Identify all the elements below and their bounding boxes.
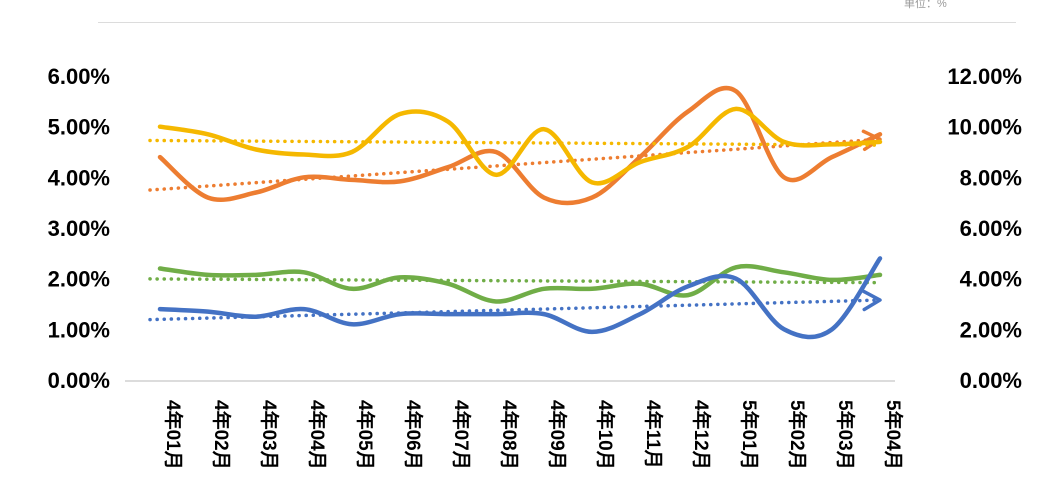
right-y-tick: 4.00% — [960, 267, 1022, 292]
left-y-tick: 5.00% — [48, 115, 110, 140]
x-tick-label: 4年04月 — [306, 400, 329, 470]
trend-arrow — [861, 129, 882, 152]
series-line — [157, 263, 883, 304]
right-y-axis: 0.00% 2.00% 4.00% 6.00% 8.00% 10.00% 12.00% — [947, 64, 1022, 393]
x-tick-label: 4年05月 — [354, 400, 377, 470]
trendline — [148, 137, 882, 192]
x-tick-label: 4年11月 — [642, 400, 665, 469]
right-y-tick: 2.00% — [960, 317, 1022, 342]
x-tick-label: 4年02月 — [210, 400, 233, 470]
x-tick-label: 4年07月 — [450, 400, 473, 470]
x-tick-label: 4年01月 — [162, 400, 185, 470]
right-y-tick: 6.00% — [960, 216, 1022, 241]
trendline — [148, 277, 882, 285]
x-tick-label: 5年03月 — [834, 400, 857, 470]
x-tick-label: 4年06月 — [402, 400, 425, 470]
x-tick-label: 5年04月 — [882, 400, 905, 470]
x-axis: 4年01月 4年02月 4年03月 4年04月 4年05月 4年06月 4年07月 4年08月… — [162, 400, 905, 470]
series-line — [157, 106, 883, 186]
left-y-tick: 6.00% — [48, 64, 110, 89]
top-divider — [98, 22, 1016, 23]
trend-arrow — [862, 289, 882, 312]
x-tick-label: 5年02月 — [786, 400, 809, 470]
left-y-tick: 0.00% — [48, 368, 110, 393]
right-y-tick: 8.00% — [960, 165, 1022, 190]
series-line — [157, 256, 883, 340]
x-tick-label: 4年09月 — [546, 400, 569, 470]
series-layer — [148, 85, 883, 340]
x-tick-label: 4年10月 — [594, 400, 617, 470]
x-tick-label: 4年03月 — [258, 400, 281, 470]
x-tick-label: 4年12月 — [690, 400, 713, 470]
left-y-tick: 4.00% — [48, 165, 110, 190]
x-tick-label: 4年08月 — [498, 400, 521, 470]
series-line — [157, 85, 883, 206]
right-y-tick: 12.00% — [947, 64, 1022, 89]
right-y-tick: 0.00% — [960, 368, 1022, 393]
x-tick-label: 5年01月 — [738, 400, 761, 470]
unit-label: 单位：% — [904, 0, 947, 10]
left-y-tick: 1.00% — [48, 317, 110, 342]
trendline — [148, 138, 882, 147]
left-y-tick: 2.00% — [48, 267, 110, 292]
left-y-axis: 0.00% 1.00% 2.00% 3.00% 4.00% 5.00% 6.00% — [48, 64, 110, 393]
right-y-tick: 10.00% — [947, 115, 1022, 140]
left-y-tick: 3.00% — [48, 216, 110, 241]
